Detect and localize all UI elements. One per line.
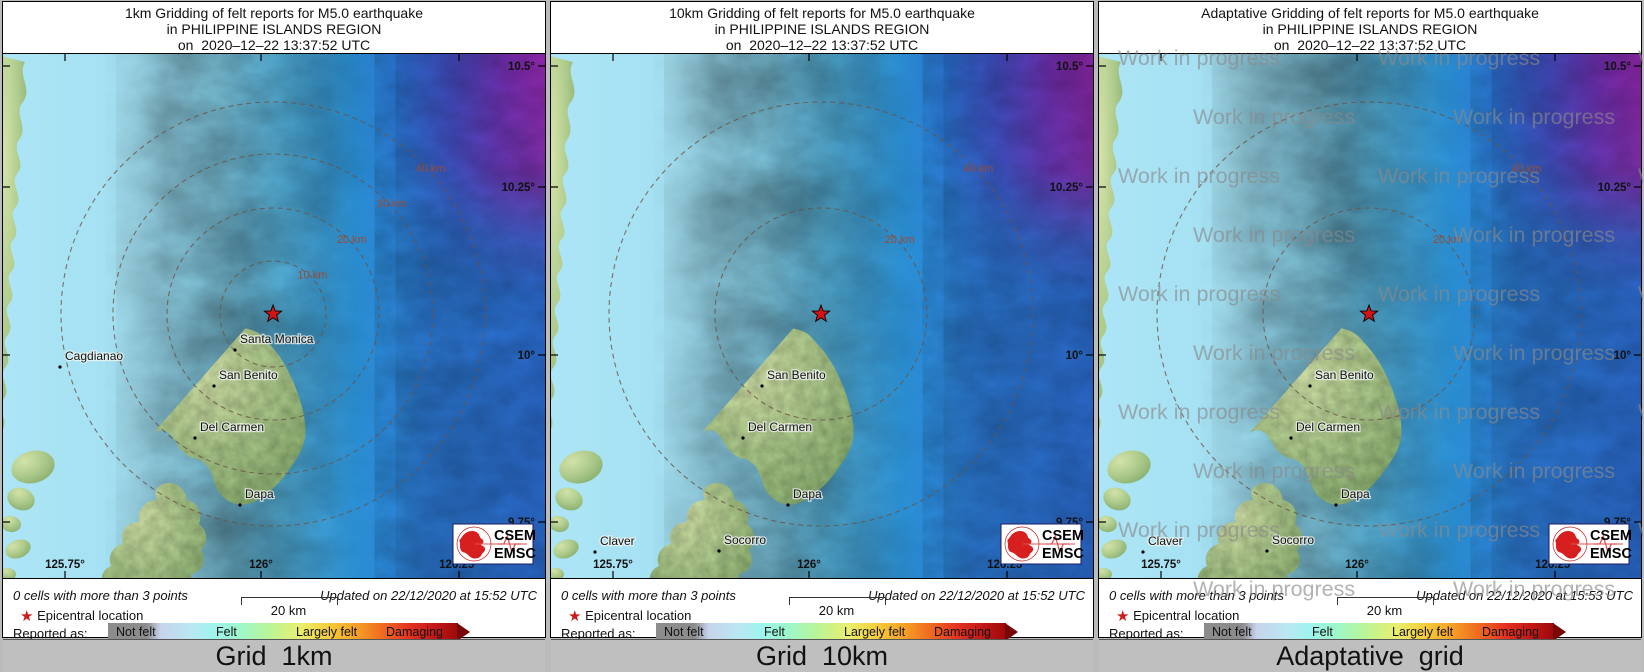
- svg-text:Cagdianao: Cagdianao: [65, 349, 123, 363]
- svg-text:10°: 10°: [1614, 350, 1632, 362]
- svg-text:20 km: 20 km: [1433, 234, 1463, 246]
- svg-text:10.5°: 10.5°: [508, 61, 535, 73]
- svg-text:CSEM: CSEM: [1042, 528, 1084, 544]
- svg-text:San Benito: San Benito: [1315, 368, 1374, 382]
- svg-text:Claver: Claver: [600, 534, 635, 548]
- svg-text:10°: 10°: [1066, 350, 1084, 362]
- svg-text:EMSC: EMSC: [1042, 546, 1084, 562]
- svg-text:125.75°: 125.75°: [1141, 559, 1181, 571]
- svg-text:10°: 10°: [518, 350, 536, 362]
- svg-text:Socorro: Socorro: [724, 533, 766, 547]
- svg-text:CSEM: CSEM: [1590, 528, 1632, 544]
- svg-text:Del Carmen: Del Carmen: [1296, 420, 1360, 434]
- svg-text:10.5°: 10.5°: [1604, 61, 1631, 73]
- svg-text:126°: 126°: [797, 559, 821, 571]
- svg-text:EMSC: EMSC: [1590, 546, 1632, 562]
- svg-text:10.25°: 10.25°: [502, 182, 536, 194]
- svg-text:40 km: 40 km: [1512, 163, 1542, 175]
- svg-text:20 km: 20 km: [337, 234, 367, 246]
- svg-text:Dapa: Dapa: [1341, 487, 1370, 501]
- svg-text:Santa Monica: Santa Monica: [240, 332, 314, 346]
- svg-text:CSEM: CSEM: [494, 528, 536, 544]
- svg-text:40 km: 40 km: [416, 163, 446, 175]
- svg-text:Del Carmen: Del Carmen: [200, 420, 264, 434]
- svg-text:Dapa: Dapa: [245, 487, 274, 501]
- svg-text:10 km: 10 km: [297, 270, 327, 282]
- svg-text:San Benito: San Benito: [767, 368, 826, 382]
- svg-text:126°: 126°: [1345, 559, 1369, 571]
- svg-text:10.5°: 10.5°: [1056, 61, 1083, 73]
- svg-text:10.25°: 10.25°: [1598, 182, 1632, 194]
- svg-text:10.25°: 10.25°: [1050, 182, 1084, 194]
- svg-text:Socorro: Socorro: [1272, 533, 1314, 547]
- svg-text:EMSC: EMSC: [494, 546, 536, 562]
- svg-text:125.75°: 125.75°: [45, 559, 85, 571]
- svg-text:126°: 126°: [249, 559, 273, 571]
- svg-text:40 km: 40 km: [964, 163, 994, 175]
- svg-text:Claver: Claver: [1148, 534, 1183, 548]
- svg-text:Del Carmen: Del Carmen: [748, 420, 812, 434]
- svg-text:30 km: 30 km: [377, 198, 407, 210]
- svg-text:San Benito: San Benito: [219, 368, 278, 382]
- svg-text:20 km: 20 km: [885, 234, 915, 246]
- svg-text:125.75°: 125.75°: [593, 559, 633, 571]
- svg-text:Dapa: Dapa: [793, 487, 822, 501]
